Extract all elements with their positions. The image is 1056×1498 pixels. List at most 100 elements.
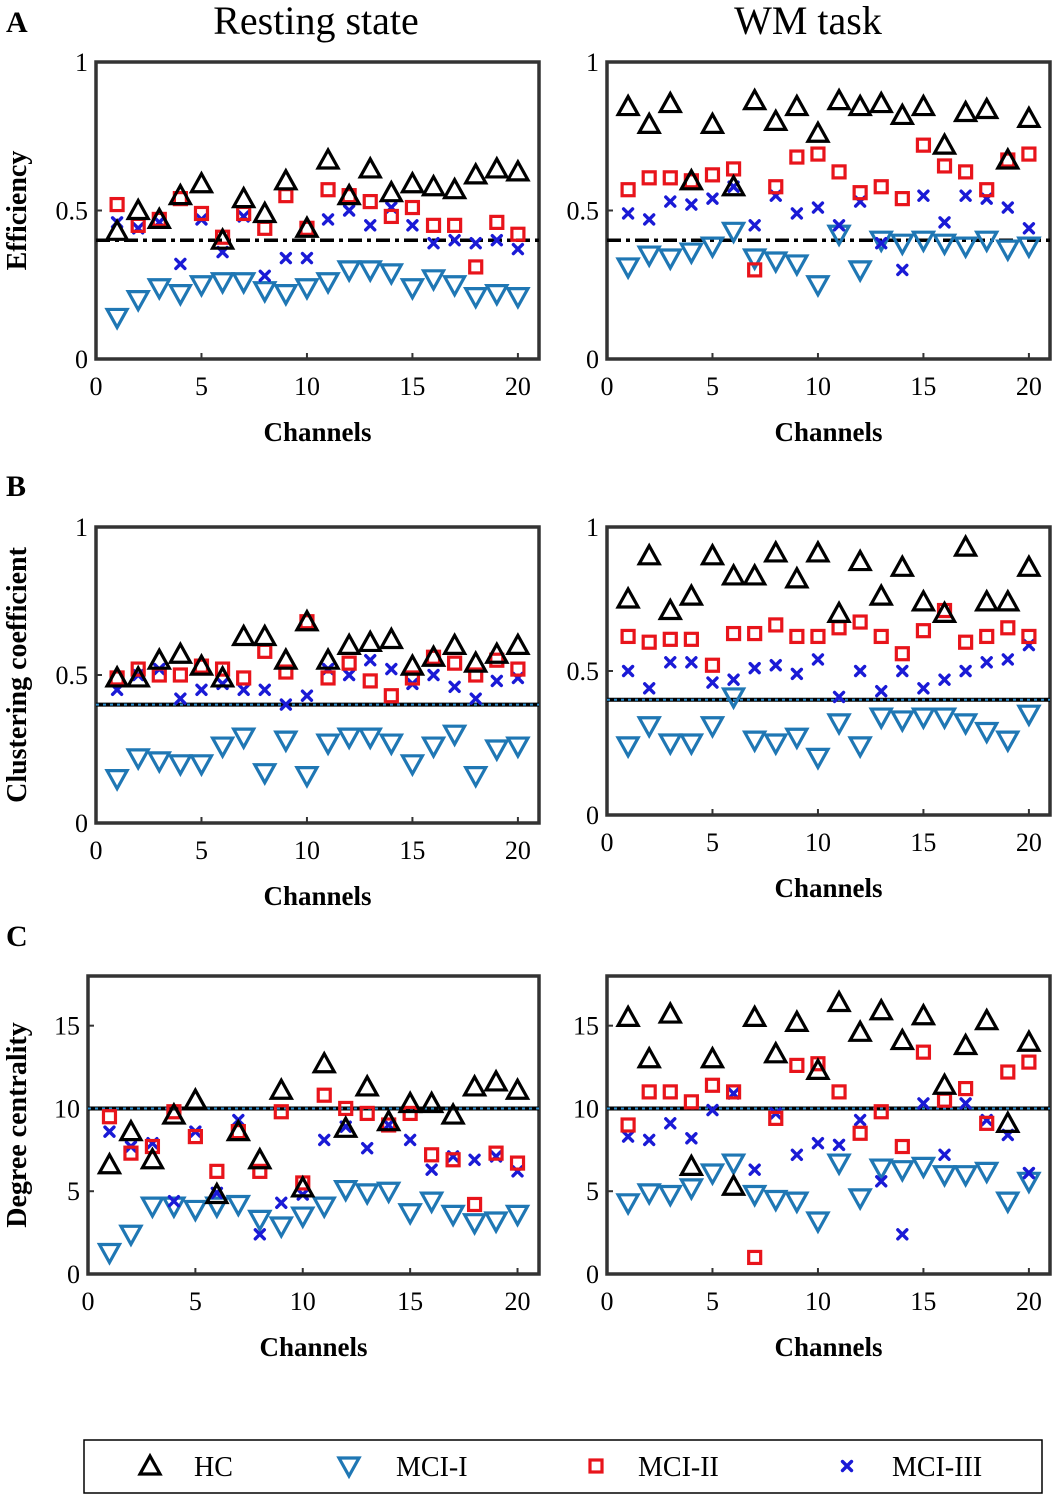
- point-mci-iii-ch16: [427, 236, 440, 250]
- point-mci-iii-ch16: [938, 673, 951, 686]
- point-mci-iii-ch9: [279, 698, 293, 711]
- point-hc-ch18: [973, 588, 1000, 612]
- point-mci-iii-ch6: [727, 673, 740, 686]
- series-hc: [615, 87, 1042, 197]
- point-hc-ch20: [505, 632, 531, 656]
- point-mci-ii-ch8: [257, 220, 273, 236]
- point-mci-i-ch10: [805, 747, 831, 771]
- y-tick-label: 1: [75, 48, 88, 77]
- x-tick-label: 0: [601, 1287, 614, 1316]
- point-mci-ii-ch20: [510, 226, 526, 242]
- point-hc-ch7: [230, 185, 257, 209]
- point-mci-iii-ch1: [103, 1125, 116, 1138]
- point-mci-i-ch19: [484, 284, 510, 307]
- row-letter-b: B: [6, 470, 26, 503]
- point-mci-iii-ch13: [875, 236, 888, 250]
- point-mci-ii-ch20: [1021, 146, 1037, 162]
- point-hc-ch11: [826, 989, 852, 1013]
- point-mci-iii-ch4: [174, 692, 187, 705]
- point-hc-ch12: [847, 1018, 873, 1042]
- panel-1: 0 5 10 15 20 0 0.5 1 Channels: [567, 48, 1052, 447]
- point-hc-ch19: [484, 640, 510, 664]
- point-mci-ii-ch19: [489, 652, 505, 668]
- legend: HC MCI-I MCI-II MCI-III: [83, 1439, 1043, 1494]
- point-mci-i-ch10: [294, 278, 320, 302]
- point-mci-iii-ch3: [664, 195, 677, 208]
- point-mci-i-ch9: [273, 730, 299, 754]
- point-mci-i-ch3: [657, 733, 684, 757]
- x-tick-label: 20: [1016, 1287, 1042, 1316]
- point-mci-iii-ch13: [875, 1175, 888, 1188]
- point-mci-i-ch13: [357, 260, 383, 284]
- x-tick-label: 10: [290, 1287, 316, 1316]
- series-hc: [96, 1050, 531, 1205]
- axes-frame: [94, 60, 541, 361]
- point-hc-ch4: [678, 582, 705, 606]
- point-mci-ii-ch4: [683, 1094, 699, 1110]
- point-hc-ch18: [462, 161, 489, 185]
- point-mci-i-ch4: [678, 733, 705, 757]
- point-mci-ii-ch7: [747, 262, 763, 278]
- point-hc-ch5: [188, 652, 215, 676]
- point-mci-i-ch3: [657, 248, 684, 272]
- x-axis-label: Channels: [774, 873, 882, 903]
- point-mci-iii-ch19: [490, 674, 504, 688]
- point-hc-ch6: [204, 1181, 230, 1205]
- point-mci-ii-ch2: [641, 170, 657, 186]
- point-mci-ii-ch8: [768, 179, 784, 195]
- point-mci-i-ch17: [441, 275, 468, 299]
- series-mci-ii: [620, 1044, 1037, 1266]
- point-hc-ch14: [378, 179, 405, 203]
- point-mci-iii-ch13: [364, 654, 377, 667]
- point-mci-i-ch2: [118, 1224, 144, 1248]
- point-mci-ii-ch8: [768, 617, 784, 633]
- point-mci-i-ch8: [763, 251, 789, 275]
- point-mci-ii-ch5: [704, 167, 721, 183]
- point-mci-ii-ch15: [404, 670, 421, 686]
- point-mci-iii-ch20: [511, 242, 525, 256]
- point-hc-ch12: [332, 1115, 359, 1138]
- point-mci-i-ch5: [699, 1163, 726, 1187]
- point-hc-ch9: [784, 93, 810, 117]
- point-mci-ii-ch3: [662, 631, 678, 647]
- point-mci-i-ch12: [332, 1179, 359, 1203]
- point-mci-i-ch13: [868, 1158, 894, 1182]
- point-hc-ch7: [741, 87, 768, 111]
- point-mci-ii-ch3: [662, 1084, 678, 1100]
- point-mci-ii-ch4: [683, 631, 699, 647]
- point-hc-ch7: [230, 623, 257, 647]
- point-hc-ch2: [636, 111, 662, 134]
- point-hc-ch4: [161, 1101, 187, 1125]
- point-mci-iii-ch1: [621, 664, 635, 678]
- point-mci-i-ch13: [357, 727, 383, 751]
- point-hc-ch1: [615, 585, 641, 609]
- point-hc-ch20: [505, 158, 531, 182]
- point-mci-iii-ch2: [642, 1133, 656, 1147]
- point-mci-i-ch1: [96, 1242, 123, 1266]
- point-hc-ch12: [847, 548, 873, 572]
- point-mci-ii-ch15: [404, 199, 421, 216]
- legend-box: [83, 1439, 1043, 1494]
- legend-marker-mci2: [588, 1458, 604, 1474]
- point-mci-i-ch4: [678, 242, 705, 266]
- point-mci-ii-ch15: [915, 623, 932, 639]
- y-tick-label: 0.5: [567, 657, 600, 686]
- point-hc-ch17: [441, 632, 468, 656]
- point-mci-iii-ch8: [769, 659, 782, 672]
- series-hc: [615, 533, 1042, 624]
- point-mci-i-ch1: [615, 736, 641, 760]
- point-hc-ch10: [805, 539, 831, 563]
- point-mci-i-ch12: [847, 260, 873, 284]
- point-mci-i-ch10: [290, 1206, 316, 1230]
- point-mci-iii-ch2: [642, 213, 656, 226]
- series-mci-iii: [621, 180, 1036, 277]
- point-mci-ii-ch16: [424, 1147, 440, 1163]
- x-tick-label: 10: [294, 372, 320, 401]
- point-mci-i-ch10: [294, 766, 320, 789]
- point-hc-ch10: [805, 1057, 831, 1080]
- point-mci-i-ch5: [699, 716, 726, 740]
- y-axis-label: Clustering coefficient: [2, 546, 33, 802]
- point-mci-ii-ch16: [936, 1092, 953, 1108]
- point-mci-i-ch6: [720, 687, 747, 711]
